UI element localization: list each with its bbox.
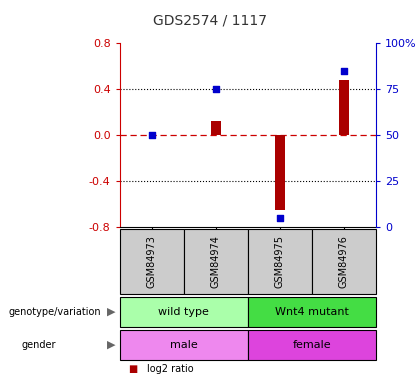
Text: GSM84976: GSM84976 [339, 235, 349, 288]
Bar [248, 297, 376, 327]
Bar [248, 330, 376, 360]
Bar [275, 135, 285, 210]
Point [276, 214, 283, 220]
Bar [120, 297, 248, 327]
Point [341, 68, 347, 74]
Text: log2 ratio: log2 ratio [147, 364, 194, 374]
Bar [120, 229, 184, 294]
Text: GSM84974: GSM84974 [211, 235, 221, 288]
Bar [248, 229, 312, 294]
Text: ▶: ▶ [107, 307, 116, 317]
Point [148, 132, 155, 138]
Bar [184, 229, 248, 294]
Text: GSM84973: GSM84973 [147, 235, 157, 288]
Bar [312, 229, 376, 294]
Text: genotype/variation: genotype/variation [8, 307, 101, 317]
Text: gender: gender [21, 340, 55, 350]
Text: GDS2574 / 1117: GDS2574 / 1117 [153, 13, 267, 27]
Bar [120, 330, 248, 360]
Bar [211, 121, 220, 135]
Point [213, 86, 219, 92]
Text: male: male [170, 340, 198, 350]
Text: wild type: wild type [158, 307, 209, 317]
Bar [339, 80, 349, 135]
Text: ■: ■ [128, 364, 137, 374]
Text: GSM84975: GSM84975 [275, 235, 285, 288]
Text: ▶: ▶ [107, 340, 116, 350]
Text: female: female [293, 340, 331, 350]
Text: Wnt4 mutant: Wnt4 mutant [275, 307, 349, 317]
